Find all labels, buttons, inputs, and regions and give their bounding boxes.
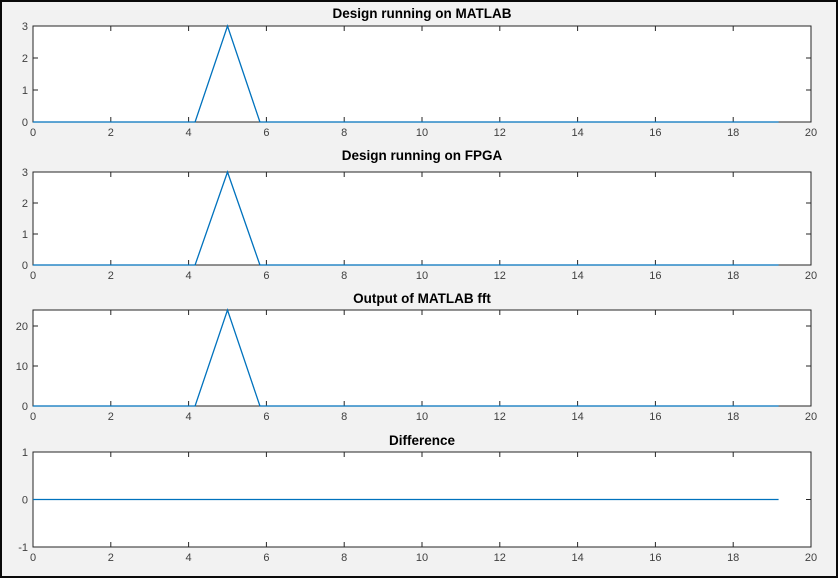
x-tick-label: 18 [727, 552, 739, 564]
x-tick-label: 16 [649, 552, 661, 564]
x-tick-label: 14 [571, 127, 583, 139]
x-tick-label: 0 [30, 411, 36, 423]
x-tick-label: 6 [263, 411, 269, 423]
y-tick-label: 1 [22, 447, 28, 459]
x-tick-label: 4 [186, 552, 192, 564]
x-tick-label: 0 [30, 270, 36, 282]
x-tick-label: 20 [805, 411, 817, 423]
x-tick-label: 10 [416, 552, 428, 564]
x-tick-label: 20 [805, 127, 817, 139]
x-tick-label: 4 [186, 270, 192, 282]
x-tick-label: 0 [30, 127, 36, 139]
x-tick-label: 6 [263, 552, 269, 564]
x-tick-label: 8 [341, 127, 347, 139]
x-tick-label: 2 [108, 552, 114, 564]
x-tick-label: 4 [186, 127, 192, 139]
plot-area [33, 26, 811, 122]
x-tick-label: 10 [416, 411, 428, 423]
y-tick-label: 1 [22, 229, 28, 241]
y-tick-label: 3 [22, 21, 28, 33]
subplot-1-title: Design running on MATLAB [332, 6, 512, 21]
x-tick-label: 12 [494, 127, 506, 139]
subplot-4-title: Difference [388, 433, 456, 448]
y-tick-label: 2 [22, 198, 28, 210]
subplot-2-title: Design running on FPGA [341, 148, 503, 163]
x-tick-label: 16 [649, 270, 661, 282]
data-line [33, 170, 779, 266]
x-tick-label: 20 [805, 552, 817, 564]
x-tick-label: 14 [571, 552, 583, 564]
x-tick-label: 12 [494, 270, 506, 282]
x-tick-label: 6 [263, 270, 269, 282]
x-tick-label: 18 [727, 270, 739, 282]
y-tick-label: 2 [22, 53, 28, 65]
y-tick-label: 0 [22, 260, 28, 272]
x-tick-label: 0 [30, 552, 36, 564]
x-tick-label: 10 [416, 270, 428, 282]
x-tick-label: 18 [727, 411, 739, 423]
data-line [33, 23, 779, 123]
x-tick-label: 16 [649, 127, 661, 139]
x-tick-label: 2 [108, 411, 114, 423]
x-tick-label: 4 [186, 411, 192, 423]
x-tick-label: 10 [416, 127, 428, 139]
plot-area [33, 172, 811, 265]
subplot-3-title: Output of MATLAB fft [353, 291, 491, 306]
y-tick-label: 0 [22, 117, 28, 129]
y-tick-label: 1 [22, 85, 28, 97]
x-tick-label: 18 [727, 127, 739, 139]
x-tick-label: 14 [571, 270, 583, 282]
y-tick-label: 20 [16, 321, 28, 333]
x-tick-label: 8 [341, 270, 347, 282]
x-tick-label: 16 [649, 411, 661, 423]
x-tick-label: 6 [263, 127, 269, 139]
x-tick-label: 20 [805, 270, 817, 282]
data-line [33, 307, 779, 407]
x-tick-label: 8 [341, 411, 347, 423]
y-tick-label: 3 [22, 167, 28, 179]
y-tick-label: 0 [22, 401, 28, 413]
y-tick-label: 0 [22, 495, 28, 507]
x-tick-label: 14 [571, 411, 583, 423]
x-tick-label: 8 [341, 552, 347, 564]
x-tick-label: 12 [494, 552, 506, 564]
x-tick-label: 2 [108, 270, 114, 282]
y-tick-label: -1 [18, 542, 28, 554]
y-tick-label: 10 [16, 361, 28, 373]
x-tick-label: 2 [108, 127, 114, 139]
plot-area [33, 310, 811, 406]
x-tick-label: 12 [494, 411, 506, 423]
